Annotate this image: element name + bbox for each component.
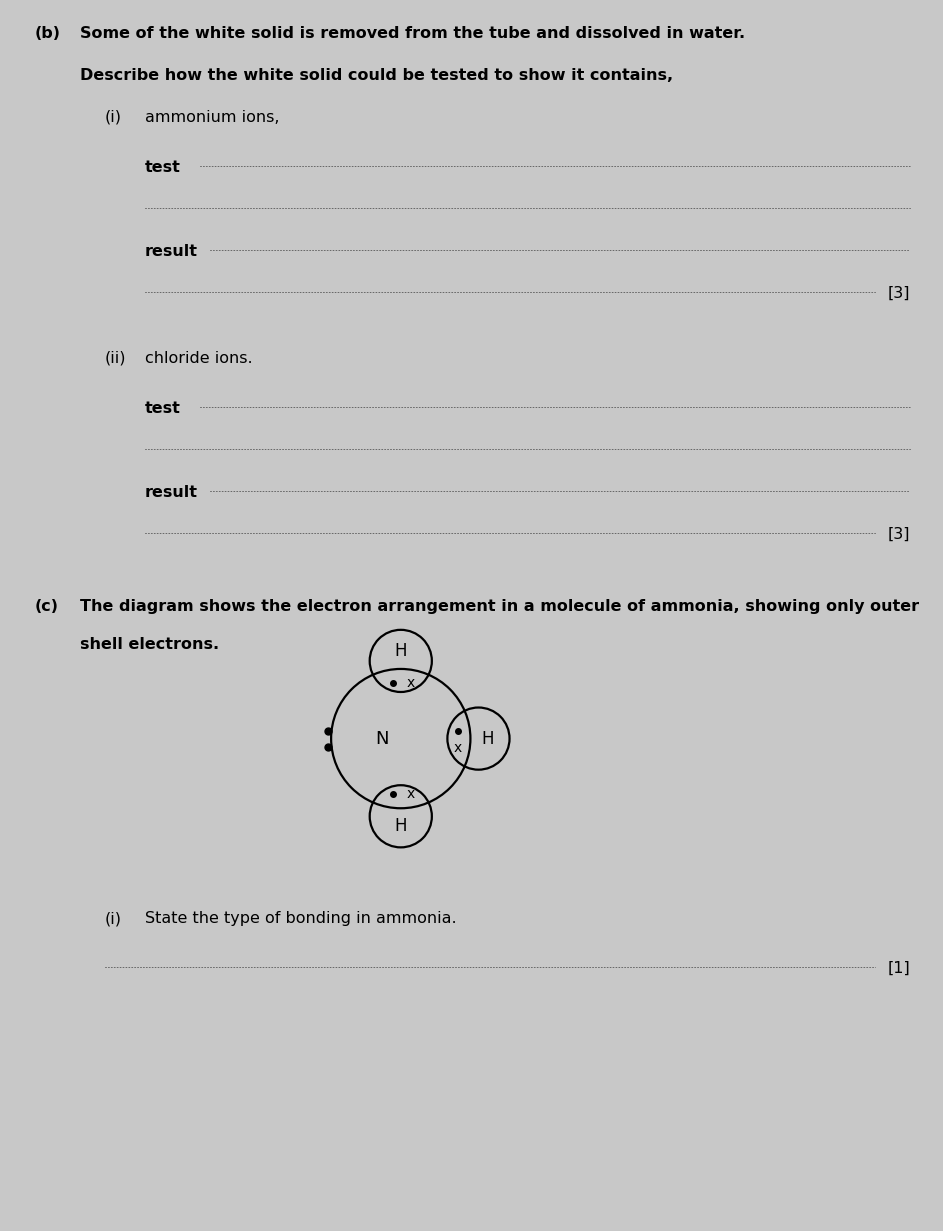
Text: (i): (i) bbox=[105, 110, 122, 126]
Text: Describe how the white solid could be tested to show it contains,: Describe how the white solid could be te… bbox=[80, 68, 673, 82]
Text: x: x bbox=[454, 741, 462, 756]
Text: (ii): (ii) bbox=[105, 351, 126, 366]
Text: N: N bbox=[375, 730, 389, 747]
Text: Some of the white solid is removed from the tube and dissolved in water.: Some of the white solid is removed from … bbox=[80, 26, 745, 41]
Text: H: H bbox=[394, 817, 407, 835]
Text: H: H bbox=[482, 730, 494, 747]
Text: [1]: [1] bbox=[887, 961, 910, 976]
Text: ammonium ions,: ammonium ions, bbox=[145, 110, 279, 126]
Text: [3]: [3] bbox=[887, 286, 910, 302]
Text: x: x bbox=[406, 676, 415, 691]
Text: shell electrons.: shell electrons. bbox=[80, 636, 219, 652]
Text: x: x bbox=[406, 787, 415, 801]
Text: (i): (i) bbox=[105, 911, 122, 926]
Text: The diagram shows the electron arrangement in a molecule of ammonia, showing onl: The diagram shows the electron arrangeme… bbox=[80, 599, 919, 614]
Text: (c): (c) bbox=[35, 599, 59, 614]
Text: result: result bbox=[145, 485, 198, 500]
Text: [3]: [3] bbox=[887, 527, 910, 542]
Text: H: H bbox=[394, 643, 407, 660]
Text: State the type of bonding in ammonia.: State the type of bonding in ammonia. bbox=[145, 911, 456, 926]
Text: test: test bbox=[145, 401, 181, 416]
Text: chloride ions.: chloride ions. bbox=[145, 351, 253, 366]
Text: result: result bbox=[145, 244, 198, 259]
Text: (b): (b) bbox=[35, 26, 61, 41]
Text: test: test bbox=[145, 160, 181, 175]
